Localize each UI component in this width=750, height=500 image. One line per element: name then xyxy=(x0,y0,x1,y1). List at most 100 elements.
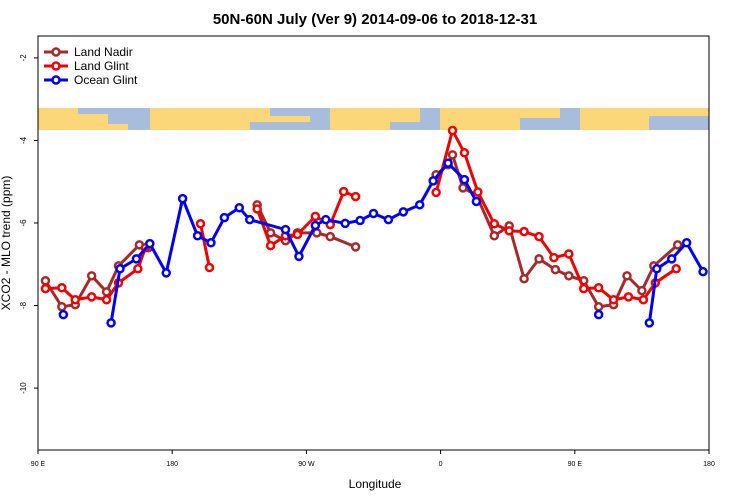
x-tick-label: 90 E xyxy=(31,461,46,468)
point xyxy=(244,214,255,225)
point xyxy=(265,240,276,251)
legend-marker xyxy=(51,61,61,71)
y-tick-label: -2 xyxy=(19,54,28,62)
point xyxy=(564,249,574,259)
point xyxy=(519,226,529,237)
legend-marker xyxy=(51,75,61,85)
map-strip xyxy=(38,108,709,130)
plot-frame xyxy=(37,35,710,451)
point xyxy=(698,266,708,277)
point xyxy=(57,302,67,312)
point xyxy=(593,283,604,293)
point xyxy=(177,193,188,204)
point xyxy=(622,271,632,281)
point xyxy=(549,252,559,263)
x-tick-label: 90 E xyxy=(568,461,583,468)
point xyxy=(368,208,379,219)
point xyxy=(447,125,458,136)
point xyxy=(145,238,155,249)
chart-title: 50N-60N July (Ver 9) 2014-09-06 to 2018-… xyxy=(213,11,537,28)
y-tick-label: -6 xyxy=(19,219,28,227)
point xyxy=(443,158,453,168)
legend-label: Land Nadir xyxy=(74,45,133,59)
point xyxy=(310,220,321,231)
legend-label: Ocean Glint xyxy=(74,73,138,87)
point xyxy=(325,231,336,242)
point xyxy=(431,187,441,198)
point xyxy=(294,251,304,262)
point xyxy=(534,231,544,242)
point xyxy=(644,318,655,328)
x-tick-label: 180 xyxy=(703,461,715,468)
point xyxy=(86,292,97,302)
point xyxy=(637,285,647,296)
point xyxy=(564,271,574,281)
point xyxy=(593,309,604,320)
point xyxy=(86,271,97,281)
point xyxy=(161,268,171,278)
point xyxy=(681,238,692,248)
series-line xyxy=(45,126,678,302)
point xyxy=(593,302,604,312)
point xyxy=(133,264,143,274)
point xyxy=(115,264,125,274)
y-tick-label: -4 xyxy=(19,136,28,144)
point xyxy=(355,215,365,226)
point xyxy=(652,264,662,274)
point xyxy=(101,295,112,305)
point xyxy=(578,283,589,294)
legend-label: Land Glint xyxy=(74,59,129,73)
point xyxy=(338,186,349,197)
point xyxy=(459,148,470,158)
point xyxy=(206,238,216,248)
point xyxy=(292,229,303,240)
point xyxy=(504,226,514,236)
point xyxy=(195,219,206,229)
point xyxy=(321,214,331,225)
point xyxy=(666,254,677,264)
point xyxy=(204,262,215,273)
point xyxy=(383,214,394,225)
point xyxy=(40,276,51,286)
point xyxy=(459,174,470,185)
point xyxy=(672,240,683,250)
point xyxy=(471,196,482,207)
point xyxy=(340,218,350,229)
point xyxy=(458,183,468,193)
point xyxy=(489,219,500,229)
point xyxy=(398,207,409,217)
point xyxy=(350,242,361,252)
point xyxy=(70,295,81,305)
y-axis-label: XCO2 - MLO trend (ppm) xyxy=(0,176,13,311)
point xyxy=(234,202,245,213)
point xyxy=(489,231,500,241)
point xyxy=(350,191,361,202)
y-tick-label: -10 xyxy=(19,382,28,394)
y-tick-label: -8 xyxy=(19,301,28,309)
point xyxy=(106,318,116,328)
point xyxy=(550,264,561,275)
x-axis-label: Longitude xyxy=(349,477,402,491)
x-tick-label: 90 W xyxy=(298,461,315,468)
point xyxy=(638,295,649,305)
point xyxy=(447,150,458,160)
point xyxy=(280,224,291,235)
point xyxy=(252,204,262,214)
point xyxy=(58,309,69,320)
point xyxy=(310,211,321,222)
point xyxy=(131,254,142,264)
point xyxy=(57,283,67,293)
point xyxy=(534,254,544,264)
point xyxy=(414,200,425,210)
point xyxy=(473,187,483,197)
point xyxy=(608,295,619,305)
x-tick-label: 180 xyxy=(166,461,178,468)
point xyxy=(40,283,51,294)
point xyxy=(671,264,681,274)
point xyxy=(219,212,230,223)
legend-marker xyxy=(51,47,61,57)
point xyxy=(192,231,203,241)
point xyxy=(519,273,529,284)
